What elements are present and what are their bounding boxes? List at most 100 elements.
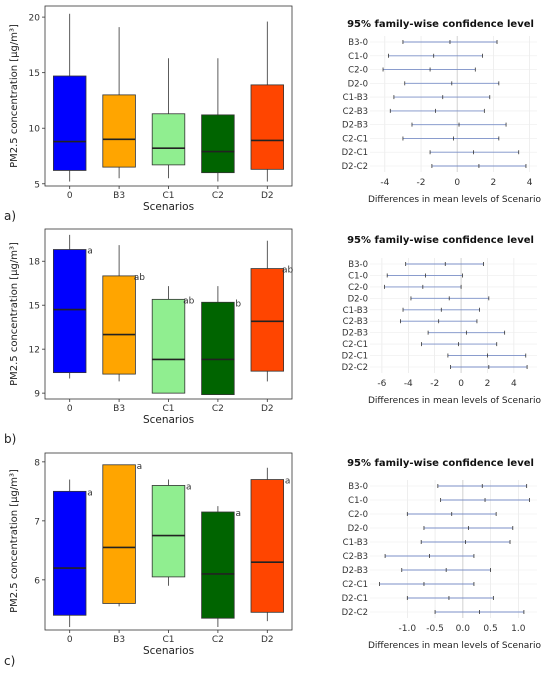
y-tick-label: 6: [34, 576, 40, 586]
comparison-label: D2-C2: [342, 363, 368, 373]
y-axis-label: PM2.5 concentration [µg/m³]: [9, 242, 20, 386]
comparison-label: D2-C2: [342, 162, 368, 172]
x-tick-label: 0: [454, 178, 460, 188]
significance-letter: a: [235, 509, 241, 519]
x-tick-label: 0: [67, 404, 73, 414]
x-tick-label: C2: [212, 404, 224, 414]
x-tick-label: B3: [113, 404, 125, 414]
panel-label: b): [4, 432, 16, 446]
x-axis-label: Differences in mean levels of Scenario: [368, 396, 542, 406]
comparison-label: C2-B3: [343, 317, 368, 327]
significance-letter: a: [186, 482, 192, 492]
box-0: [52, 249, 87, 374]
x-tick-label: 0: [67, 191, 73, 201]
y-tick-label: 8: [34, 458, 40, 468]
significance-letter: ab: [134, 273, 146, 283]
box-B3: [102, 275, 136, 375]
x-tick-label: -6: [377, 379, 386, 389]
box-C2: [201, 114, 235, 174]
y-tick-label: 20: [29, 14, 41, 24]
x-tick-label: 0.0: [456, 624, 471, 634]
significance-letter: a: [87, 247, 93, 257]
box-0: [52, 75, 87, 171]
comparison-label: D2-C2: [342, 608, 368, 618]
chart-title: 95% family-wise confidence level: [347, 19, 534, 30]
y-tick-label: 7: [34, 517, 40, 527]
x-tick-label: D2: [261, 404, 274, 414]
y-tick-label: 10: [29, 125, 41, 135]
x-tick-label: C2: [212, 635, 224, 645]
y-tick-label: 15: [29, 302, 40, 312]
x-tick-label: -1.0: [399, 624, 417, 634]
x-tick-label: B3: [113, 635, 125, 645]
comparison-label: C1-B3: [343, 93, 368, 103]
x-tick-label: C1: [162, 191, 174, 201]
x-tick-label: -4: [404, 379, 413, 389]
comparison-label: B3-0: [348, 38, 368, 48]
box-C2: [201, 511, 235, 619]
x-tick-label: 1.0: [511, 624, 526, 634]
box-C2: [201, 301, 235, 396]
significance-letter: ab: [282, 266, 294, 276]
x-tick-label: -2: [417, 178, 426, 188]
significance-letter: ab: [183, 296, 195, 306]
comparison-label: B3-0: [348, 260, 368, 270]
comparison-label: D2-B3: [342, 121, 368, 131]
comparison-label: C2-C1: [342, 580, 368, 590]
comparison-label: C1-B3: [343, 306, 368, 316]
x-tick-label: 0.5: [483, 624, 497, 634]
x-tick-label: -2: [430, 379, 439, 389]
box-D2: [250, 479, 285, 613]
x-tick-label: -0.5: [426, 624, 444, 634]
y-tick-label: 5: [34, 180, 40, 190]
panel-label: c): [4, 654, 15, 668]
x-tick-label: C1: [162, 404, 174, 414]
x-axis-label: Differences in mean levels of Scenario: [368, 641, 542, 651]
y-tick-label: 15: [29, 69, 40, 79]
comparison-label: C1-0: [348, 271, 368, 281]
x-axis-label: Differences in mean levels of Scenario: [368, 195, 542, 205]
x-tick-label: D2: [261, 191, 274, 201]
x-tick-label: -4: [380, 178, 389, 188]
box-D2: [250, 84, 285, 170]
x-axis-label: Scenarios: [143, 201, 194, 213]
box-B3: [102, 94, 136, 168]
comparison-label: C2-0: [348, 66, 368, 76]
y-axis-label: PM2.5 concentration [µg/m³]: [9, 469, 20, 613]
comparison-label: C1-0: [348, 496, 368, 506]
comparison-label: D2-B3: [342, 329, 368, 339]
box-0: [52, 490, 87, 616]
comparison-label: C2-C1: [342, 134, 368, 144]
comparison-label: D2-0: [348, 294, 368, 304]
comparison-label: D2-C1: [342, 148, 368, 158]
x-tick-label: 2: [485, 379, 491, 389]
significance-letter: b: [235, 299, 241, 309]
comparison-label: C1-B3: [343, 538, 368, 548]
x-axis-label: Scenarios: [143, 645, 194, 657]
comparison-label: B3-0: [348, 482, 368, 492]
x-tick-label: 0: [67, 635, 73, 645]
box-C1: [151, 113, 186, 166]
y-tick-label: 9: [34, 390, 40, 400]
x-tick-label: 0: [458, 379, 464, 389]
chart-title: 95% family-wise confidence level: [347, 235, 534, 246]
chart-title: 95% family-wise confidence level: [347, 458, 534, 469]
box-C1: [151, 485, 186, 578]
x-tick-label: C2: [212, 191, 224, 201]
x-tick-label: B3: [113, 191, 125, 201]
significance-letter: a: [285, 477, 291, 487]
x-tick-label: 4: [527, 178, 533, 188]
comparison-label: D2-B3: [342, 566, 368, 576]
y-axis-label: PM2.5 concentration [µg/m³]: [9, 24, 20, 168]
comparison-label: C2-B3: [343, 107, 368, 117]
y-tick-label: 12: [29, 346, 40, 356]
comparison-label: C2-B3: [343, 552, 368, 562]
box-C1: [151, 298, 186, 394]
x-axis-label: Scenarios: [143, 414, 194, 426]
comparison-label: C2-C1: [342, 340, 368, 350]
comparison-label: D2-C1: [342, 352, 368, 362]
comparison-label: C2-0: [348, 510, 368, 520]
comparison-label: C1-0: [348, 52, 368, 62]
x-tick-label: C1: [162, 635, 174, 645]
